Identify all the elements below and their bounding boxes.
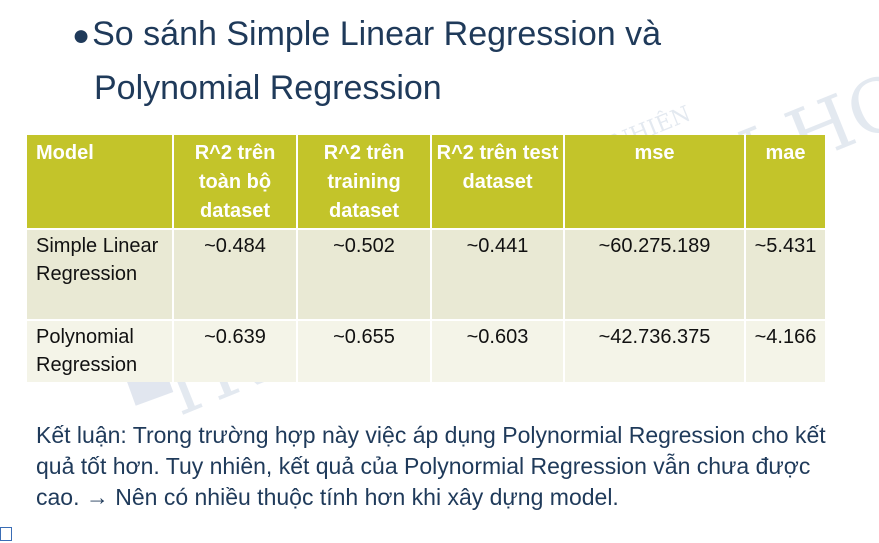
slide-title: ●So sánh Simple Linear Regression và Pol… [72,8,832,114]
cell-r2-test: ~0.441 [431,228,565,320]
header-mae: mae [745,135,827,229]
header-r2-test: R^2 trên test dataset [431,135,565,229]
title-line-1: So sánh Simple Linear Regression và [92,15,661,53]
cell-mse: ~60.275.189 [564,228,746,320]
cell-mae: ~5.431 [745,228,827,320]
cell-r2-train: ~0.502 [297,228,432,320]
cell-r2-train: ~0.655 [297,319,432,382]
table-row: Polynomial Regression ~0.639 ~0.655 ~0.6… [27,319,827,382]
cell-mse: ~42.736.375 [564,319,746,382]
cell-r2-full: ~0.639 [173,319,298,382]
table-row: Simple Linear Regression ~0.484 ~0.502 ~… [27,228,827,320]
corner-logo-icon [0,527,12,541]
header-model: Model [27,135,174,229]
title-line-2: Polynomial Regression [94,69,442,107]
bullet-icon: ● [72,19,91,52]
header-mse: mse [564,135,746,229]
cell-model: Simple Linear Regression [27,228,174,320]
cell-r2-full: ~0.484 [173,228,298,320]
cell-r2-test: ~0.603 [431,319,565,382]
cell-model: Polynomial Regression [27,319,174,382]
comparison-table: Model R^2 trên toàn bộ dataset R^2 trên … [27,135,827,382]
table-header-row: Model R^2 trên toàn bộ dataset R^2 trên … [27,135,827,229]
conclusion-text: Kết luận: Trong trường hợp này việc áp d… [36,422,826,510]
header-r2-full: R^2 trên toàn bộ dataset [173,135,298,229]
header-r2-train: R^2 trên training dataset [297,135,432,229]
cell-mae: ~4.166 [745,319,827,382]
